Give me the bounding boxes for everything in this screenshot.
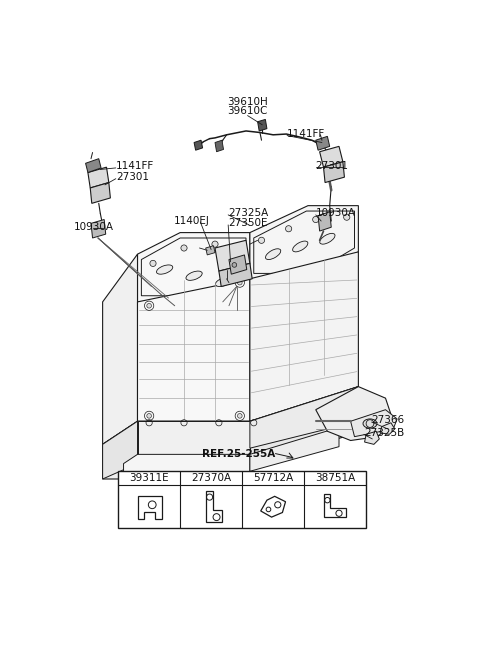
Text: 39311E: 39311E — [129, 473, 169, 483]
Bar — [118, 472, 366, 527]
Polygon shape — [103, 421, 137, 479]
Polygon shape — [85, 159, 101, 172]
Polygon shape — [206, 246, 215, 255]
Text: 39610C: 39610C — [228, 106, 268, 116]
Circle shape — [212, 241, 218, 247]
Polygon shape — [219, 263, 252, 286]
Text: 38751A: 38751A — [315, 473, 355, 483]
Text: 27370A: 27370A — [191, 473, 231, 483]
Circle shape — [344, 214, 350, 220]
Text: 27325A: 27325A — [228, 208, 268, 218]
Polygon shape — [137, 279, 250, 421]
Polygon shape — [90, 183, 110, 203]
Text: 10930A: 10930A — [316, 208, 356, 218]
Polygon shape — [250, 386, 359, 448]
Polygon shape — [215, 140, 224, 152]
Ellipse shape — [265, 249, 281, 259]
Ellipse shape — [320, 233, 335, 244]
Circle shape — [181, 245, 187, 251]
Polygon shape — [250, 206, 359, 279]
Circle shape — [312, 216, 319, 223]
Polygon shape — [365, 431, 379, 444]
Text: 39610H: 39610H — [227, 97, 268, 107]
Polygon shape — [229, 255, 247, 274]
Ellipse shape — [363, 419, 377, 428]
Polygon shape — [250, 428, 339, 472]
Polygon shape — [318, 212, 331, 231]
Ellipse shape — [293, 241, 308, 252]
Polygon shape — [194, 140, 203, 150]
Polygon shape — [137, 233, 250, 302]
Text: 27325B: 27325B — [364, 428, 404, 438]
Circle shape — [238, 280, 242, 285]
Circle shape — [147, 303, 152, 308]
Polygon shape — [316, 386, 393, 441]
Polygon shape — [88, 167, 109, 188]
Ellipse shape — [216, 277, 232, 286]
Text: REF.25-255A: REF.25-255A — [203, 449, 276, 458]
Polygon shape — [320, 146, 343, 167]
Polygon shape — [103, 421, 250, 479]
Polygon shape — [324, 162, 345, 183]
Polygon shape — [123, 455, 250, 487]
Circle shape — [286, 226, 292, 232]
Polygon shape — [250, 386, 359, 464]
Polygon shape — [250, 252, 359, 421]
Polygon shape — [380, 422, 395, 434]
Text: 27301: 27301 — [316, 160, 349, 170]
Circle shape — [150, 260, 156, 267]
Text: 1141FF: 1141FF — [116, 161, 154, 172]
Text: 27350E: 27350E — [228, 218, 268, 229]
Polygon shape — [258, 119, 267, 131]
Circle shape — [147, 413, 152, 418]
Text: 27301: 27301 — [116, 172, 149, 182]
Text: 10930A: 10930A — [74, 222, 114, 233]
Polygon shape — [103, 254, 137, 444]
Text: 1141FF: 1141FF — [287, 129, 325, 139]
Circle shape — [232, 263, 237, 267]
Polygon shape — [91, 219, 106, 238]
Polygon shape — [215, 240, 250, 271]
Text: 57712A: 57712A — [253, 473, 293, 483]
Ellipse shape — [156, 265, 173, 274]
Polygon shape — [350, 409, 397, 437]
Polygon shape — [137, 421, 250, 464]
Ellipse shape — [186, 271, 202, 280]
Text: 27366: 27366 — [372, 415, 405, 424]
Polygon shape — [316, 136, 330, 150]
Circle shape — [258, 237, 264, 244]
Circle shape — [238, 413, 242, 418]
Text: 1140EJ: 1140EJ — [174, 216, 210, 226]
Circle shape — [239, 244, 245, 250]
